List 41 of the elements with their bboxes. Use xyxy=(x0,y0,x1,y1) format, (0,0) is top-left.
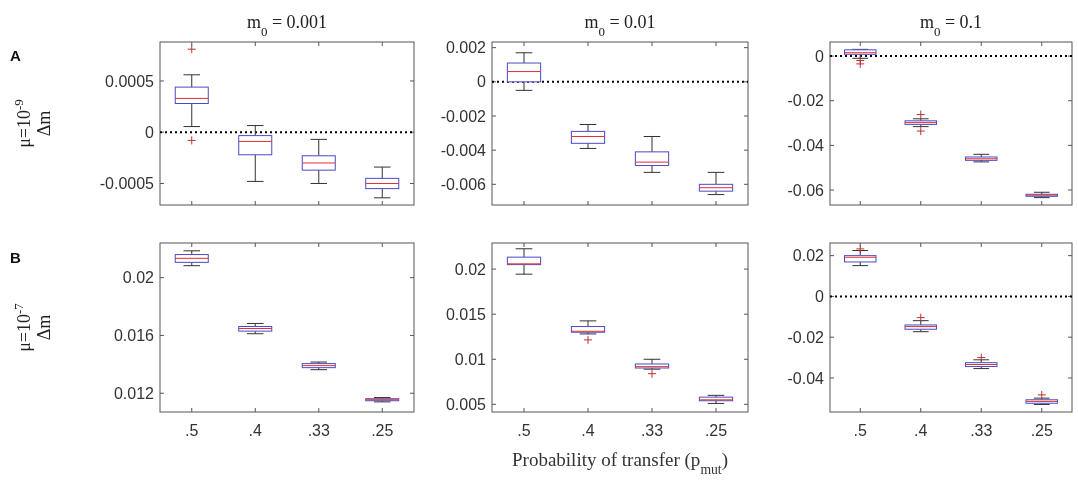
y-tick-label: -0.06 xyxy=(787,181,825,199)
y-tick-label: -0.02 xyxy=(787,328,825,346)
text: B xyxy=(10,249,21,266)
x-tick-label: .33 xyxy=(307,422,330,439)
y-tick-label: -0.0005 xyxy=(99,175,155,193)
x-tick-label: .33 xyxy=(970,422,993,439)
x-tick-label: .5 xyxy=(185,422,199,439)
x-tick-label: .25 xyxy=(371,422,394,439)
y-tick-label: 0 xyxy=(477,73,487,91)
y-tick-label: 0.015 xyxy=(445,305,487,323)
y-tick-label: -0.04 xyxy=(787,369,825,387)
y-tick-label: -0.02 xyxy=(787,92,825,110)
y-tick-label: -0.006 xyxy=(440,175,487,193)
y-tick-label: 0.02 xyxy=(792,247,825,265)
x-tick-label: .33 xyxy=(640,422,664,439)
text: A xyxy=(10,47,21,64)
x-tick-label: .25 xyxy=(1030,422,1053,439)
chart-title: m$_{0}$ = 0.001 xyxy=(246,12,328,39)
y-tick-label: 0 xyxy=(815,47,825,65)
y-tick-label: 0.02 xyxy=(122,269,155,287)
y-tick-label: -0.04 xyxy=(787,136,825,154)
x-tick-label: .5 xyxy=(853,422,868,439)
y-tick-label: 0.002 xyxy=(445,39,487,57)
y-tick-label: -0.004 xyxy=(440,141,487,159)
x-tick-label: .4 xyxy=(914,422,928,439)
y-tick-label: 0.0005 xyxy=(105,72,155,90)
chart-title: m$_{0}$ = 0.1 xyxy=(919,12,983,39)
y-tick-label: -0.002 xyxy=(440,107,487,125)
y-tick-label: 0.01 xyxy=(454,350,487,368)
x-axis-title: Probability of transfer (p$_{mut}$) xyxy=(512,449,728,477)
x-tick-label: .4 xyxy=(248,422,263,439)
y-tick-label: 0 xyxy=(145,123,155,141)
x-tick-label: .25 xyxy=(704,422,728,439)
y-tick-label: 0.012 xyxy=(113,384,155,402)
y-tick-label: 0 xyxy=(815,288,825,306)
y-tick-label: 0.005 xyxy=(445,395,487,413)
x-tick-label: .4 xyxy=(581,422,595,439)
y-tick-label: 0.02 xyxy=(454,260,487,278)
x-tick-label: .5 xyxy=(517,422,531,439)
y-tick-label: 0.016 xyxy=(113,327,155,345)
chart-title: m$_{0}$ = 0.01 xyxy=(584,12,656,39)
